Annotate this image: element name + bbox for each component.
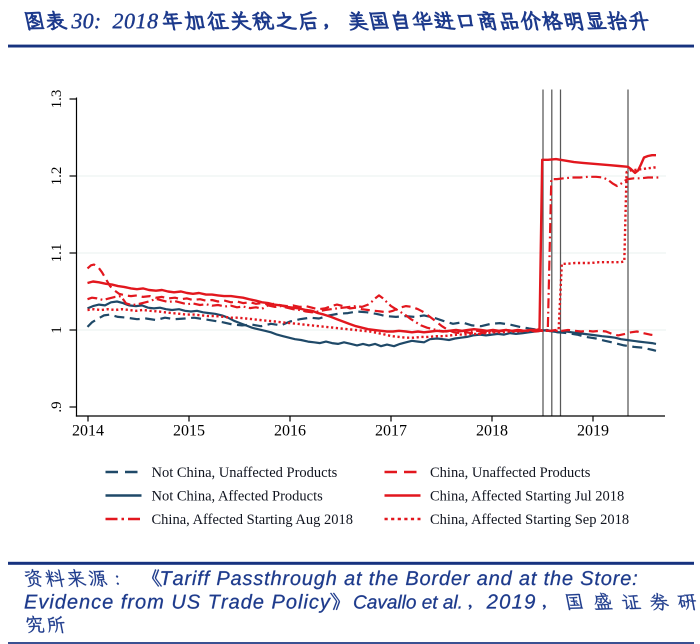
- svg-text:1.1: 1.1: [49, 244, 65, 263]
- svg-text:China, Affected Starting Sep 2: China, Affected Starting Sep 2018: [430, 512, 629, 528]
- svg-text:1.2: 1.2: [49, 167, 65, 186]
- svg-text:2019: 2019: [577, 423, 609, 440]
- svg-text:China, Affected Starting Jul 2: China, Affected Starting Jul 2018: [430, 489, 624, 505]
- svg-text:1: 1: [49, 326, 65, 334]
- svg-text:China, Affected Starting Aug 2: China, Affected Starting Aug 2018: [152, 512, 354, 528]
- svg-text:2016: 2016: [274, 423, 306, 440]
- svg-text:2015: 2015: [173, 423, 205, 440]
- svg-text:2014: 2014: [72, 423, 104, 440]
- svg-text:Not China, Unaffected Products: Not China, Unaffected Products: [152, 465, 338, 481]
- svg-text:.9: .9: [49, 401, 65, 412]
- svg-text:2017: 2017: [375, 423, 407, 440]
- svg-text:2018: 2018: [476, 423, 508, 440]
- svg-text:1.3: 1.3: [49, 90, 65, 109]
- svg-text:China, Unaffected Products: China, Unaffected Products: [430, 465, 591, 481]
- svg-text:Not China, Affected Products: Not China, Affected Products: [152, 489, 324, 505]
